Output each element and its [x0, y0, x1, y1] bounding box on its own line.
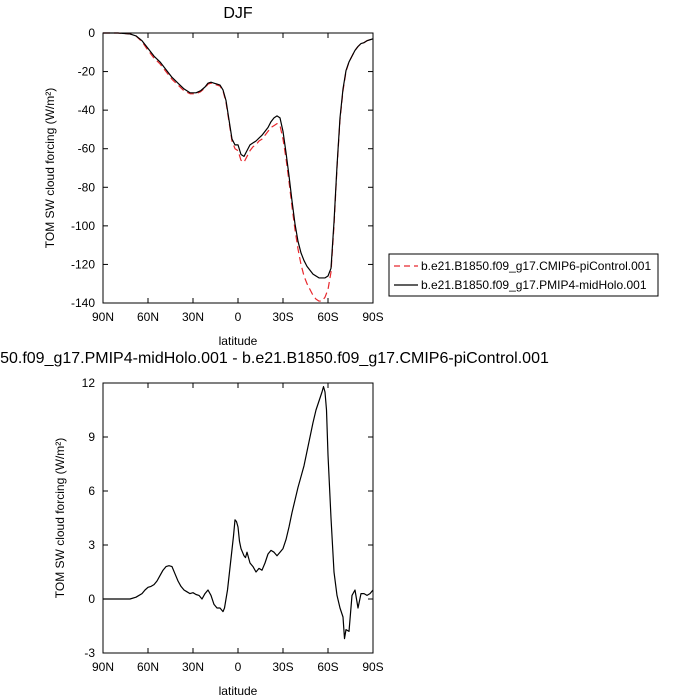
bottom-y-tick-label-12: 12: [82, 376, 96, 390]
bottom-x-axis-label: latitude: [219, 684, 258, 698]
bottom-y-tick-label-6: 6: [88, 484, 95, 498]
legend-box: [388, 253, 659, 297]
top-panel: DJF 90N 60N 30N 0 30S 60S 90S 0 -20 -40 -60 -80 -10…: [43, 5, 659, 348]
top-y-axis-label: TOM SW cloud forcing (W/m²): [43, 88, 57, 248]
bottom-series-line-0: [103, 386, 374, 640]
top-y-ticks: 0 -20 -40 -60 -80 -100 -120 -140: [71, 26, 373, 310]
top-y-tick-label-0: 0: [88, 26, 95, 40]
top-y-tick-label-neg60: -60: [78, 142, 96, 156]
bottom-panel: b.e21.B1850.f09_g17.PMIP4-midHolo.001 - …: [0, 350, 549, 698]
legend: b.e21.B1850.f09_g17.CMIP6-piControl.001 …: [388, 253, 659, 297]
bottom-plot-frame: [102, 382, 374, 654]
top-y-tick-label-neg100: -100: [71, 219, 95, 233]
top-x-tick-label-60s: 60S: [317, 310, 338, 324]
top-x-axis-label: latitude: [219, 334, 258, 348]
top-y-tick-label-neg120: -120: [71, 257, 95, 271]
bottom-y-tick-label-9: 9: [88, 430, 95, 444]
bottom-y-axis-label: TOM SW cloud forcing (W/m²): [53, 438, 67, 598]
bottom-y-tick-label-0: 0: [88, 592, 95, 606]
bottom-x-tick-label-90n: 90N: [92, 660, 114, 674]
top-plot-frame: [102, 32, 374, 304]
top-x-tick-label-60n: 60N: [137, 310, 159, 324]
bottom-title: b.e21.B1850.f09_g17.PMIP4-midHolo.001 - …: [0, 350, 549, 367]
top-y-tick-label-neg140: -140: [71, 296, 95, 310]
top-title: DJF: [223, 5, 253, 22]
top-x-tick-label-0: 0: [235, 310, 242, 324]
bottom-x-tick-label-30n: 30N: [182, 660, 204, 674]
bottom-x-tick-label-90s: 90S: [362, 660, 383, 674]
bottom-series-lines: [103, 386, 374, 640]
bottom-x-tick-label-30s: 30S: [272, 660, 293, 674]
legend-label-picontrol: b.e21.B1850.f09_g17.CMIP6-piControl.001: [421, 259, 651, 273]
top-y-tick-label-neg40: -40: [78, 103, 96, 117]
bottom-x-tick-label-60n: 60N: [137, 660, 159, 674]
top-y-tick-label-neg80: -80: [78, 180, 96, 194]
bottom-y-tick-label-neg3: -3: [84, 646, 95, 660]
top-x-tick-label-30n: 30N: [182, 310, 204, 324]
bottom-x-tick-label-0: 0: [235, 660, 242, 674]
top-x-ticks: 90N 60N 30N 0 30S 60S 90S: [92, 33, 384, 324]
bottom-y-tick-label-3: 3: [88, 538, 95, 552]
bottom-x-ticks: 90N 60N 30N 0 30S 60S 90S: [92, 383, 384, 674]
legend-label-midholo: b.e21.B1850.f09_g17.PMIP4-midHolo.001: [421, 278, 647, 292]
top-series-line-0: [103, 32, 374, 302]
top-series-lines: [103, 32, 374, 302]
top-x-tick-label-90s: 90S: [362, 310, 383, 324]
top-y-tick-label-neg20: -20: [78, 65, 96, 79]
bottom-x-tick-label-60s: 60S: [317, 660, 338, 674]
bottom-y-ticks: 12 9 6 3 0 -3: [82, 376, 373, 660]
top-x-tick-label-90n: 90N: [92, 310, 114, 324]
top-x-tick-label-30s: 30S: [272, 310, 293, 324]
top-series-line-1: [103, 32, 374, 279]
